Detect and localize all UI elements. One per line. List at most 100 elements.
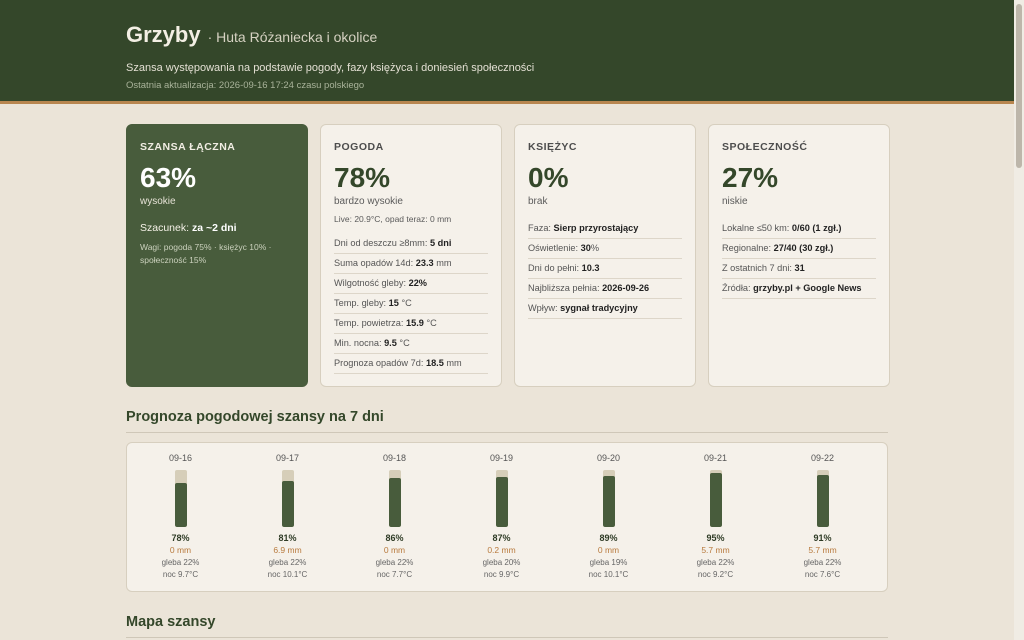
forecast-percent: 86% (385, 533, 404, 543)
forecast-bar-fill (495, 477, 508, 527)
stat-row: Oświetlenie: 30% (528, 239, 682, 259)
forecast-percent: 78% (171, 533, 190, 543)
stat-label: Dni do pełni: (528, 263, 580, 273)
estimate-label: Szacunek: (140, 222, 190, 234)
forecast-panel: 09-16 78% 0 mm gleba 22% noc 9.7°C 09-17 81% 6.… (126, 442, 888, 592)
weather-rows: Dni od deszczu ≥8mm: 5 dni Suma opadów 14… (334, 238, 488, 374)
stat-value: grzyby.pl + Google News (753, 283, 862, 293)
stat-value: 5 dni (429, 238, 452, 248)
page-header: Grzyby · Huta Różaniecka i okolice Szans… (0, 0, 1024, 104)
stat-unit: °C (399, 338, 410, 348)
forecast-section-title: Prognoza pogodowej szansy na 7 dni (126, 409, 384, 425)
forecast-bar (174, 470, 187, 527)
forecast-days: 09-16 78% 0 mm gleba 22% noc 9.7°C 09-17 81% 6.… (127, 443, 887, 579)
forecast-bar (816, 470, 829, 527)
estimate: Szacunek: za ~2 dni (140, 222, 294, 234)
forecast-night-temp: noc 9.9°C (483, 570, 520, 579)
stat-row: Dni do pełni: 10.3 (528, 259, 682, 279)
weather-chance-value: 78% (334, 162, 391, 193)
stat-value: 30 (580, 243, 591, 253)
moon-chance-value: 0% (528, 162, 569, 193)
stat-label: Dni od deszczu ≥8mm: (334, 238, 428, 248)
stat-value: 9.5 (384, 338, 397, 348)
stat-value: 27/40 (30 zgł.) (773, 243, 834, 253)
forecast-night-temp: noc 9.7°C (162, 570, 199, 579)
stat-label: Temp. powietrza: (334, 318, 404, 328)
forecast-date: 09-21 (703, 453, 728, 463)
stat-value: 31 (794, 263, 805, 273)
forecast-bar-fill (602, 476, 615, 527)
stat-value: 18.5 (425, 358, 444, 368)
stat-label: Min. nocna: (334, 338, 382, 348)
stat-value: 23.3 (415, 258, 434, 268)
stat-row: Z ostatnich 7 dni: 31 (722, 259, 876, 279)
forecast-percent: 87% (492, 533, 511, 543)
scrollbar-thumb[interactable] (1016, 4, 1022, 168)
location-label: · Huta Różaniecka i okolice (207, 29, 378, 45)
stat-value: 2026-09-26 (602, 283, 650, 293)
forecast-rain: 5.7 mm (701, 545, 730, 555)
forecast-date: 09-22 (810, 453, 835, 463)
card-title: KSIĘŻYC (528, 141, 578, 153)
forecast-bar (602, 470, 615, 527)
last-updated: Ostatnia aktualizacja: 2026-09-16 17:24 … (126, 80, 365, 91)
forecast-day: 09-17 81% 6.9 mm gleba 22% noc 10.1°C (234, 443, 341, 579)
stat-unit: mm (436, 258, 452, 268)
page-scrollbar[interactable] (1014, 0, 1024, 640)
stat-row: Prognoza opadów 7d: 18.5 mm (334, 354, 488, 374)
stat-label: Faza: (528, 223, 551, 233)
forecast-rain: 0.2 mm (487, 545, 516, 555)
forecast-percent: 95% (706, 533, 725, 543)
forecast-night-temp: noc 9.2°C (697, 570, 734, 579)
forecast-day: 09-19 87% 0.2 mm gleba 20% noc 9.9°C (448, 443, 555, 579)
stat-label: Temp. gleby: (334, 298, 387, 308)
forecast-soil: gleba 22% (803, 558, 842, 567)
moon-rows: Faza: Sierp przyrostający Oświetlenie: 30… (528, 223, 682, 319)
forecast-night-temp: noc 7.6°C (804, 570, 841, 579)
forecast-percent: 91% (813, 533, 832, 543)
section-divider (126, 637, 888, 638)
stat-label: Lokalne ≤50 km: (722, 223, 790, 233)
forecast-rain: 0 mm (169, 545, 192, 555)
forecast-soil: gleba 22% (375, 558, 414, 567)
stat-label: Oświetlenie: (528, 243, 579, 253)
forecast-date: 09-19 (489, 453, 514, 463)
stat-value: 22% (408, 278, 427, 288)
forecast-bar-fill (281, 480, 294, 527)
stat-label: Prognoza opadów 7d: (334, 358, 424, 368)
forecast-bar-fill (388, 477, 401, 527)
stat-value: 0/60 (1 zgł.) (791, 223, 842, 233)
forecast-bar-fill (816, 475, 829, 527)
forecast-rain: 5.7 mm (808, 545, 837, 555)
card-title: SZANSA ŁĄCZNA (140, 141, 236, 153)
forecast-bar-fill (709, 472, 722, 527)
forecast-bar (388, 470, 401, 527)
stat-row: Źródła: grzyby.pl + Google News (722, 279, 876, 299)
stat-row: Najbliższa pełnia: 2026-09-26 (528, 279, 682, 299)
forecast-soil: gleba 22% (268, 558, 307, 567)
app-title: Grzyby (126, 22, 201, 47)
stat-label: Regionalne: (722, 243, 772, 253)
forecast-night-temp: noc 10.1°C (267, 570, 308, 579)
forecast-date: 09-20 (596, 453, 621, 463)
moon-chance-level: brak (528, 196, 548, 207)
card-community: SPOŁECZNOŚĆ 27% niskie Lokalne ≤50 km: 0… (708, 124, 890, 387)
stat-unit: °C (426, 318, 437, 328)
stat-value: 15.9 (406, 318, 424, 328)
stat-label: Suma opadów 14d: (334, 258, 414, 268)
page-subtitle: Szansa występowania na podstawie pogody,… (126, 62, 535, 74)
community-chance-level: niskie (722, 196, 748, 207)
community-rows: Lokalne ≤50 km: 0/60 (1 zgł.) Regionalne:… (722, 223, 876, 299)
section-divider (126, 432, 888, 433)
forecast-soil: gleba 22% (161, 558, 200, 567)
total-chance-level: wysokie (140, 196, 176, 207)
stat-value: 15 (388, 298, 399, 308)
community-chance-value: 27% (722, 162, 779, 193)
stat-row: Min. nocna: 9.5 °C (334, 334, 488, 354)
card-total-chance: SZANSA ŁĄCZNA 63% wysokie Szacunek: za ~… (126, 124, 308, 387)
stat-unit: °C (401, 298, 412, 308)
summary-cards: SZANSA ŁĄCZNA 63% wysokie Szacunek: za ~… (126, 124, 890, 387)
stat-row: Wpływ: sygnał tradycyjny (528, 299, 682, 319)
forecast-percent: 81% (278, 533, 297, 543)
forecast-percent: 89% (599, 533, 618, 543)
